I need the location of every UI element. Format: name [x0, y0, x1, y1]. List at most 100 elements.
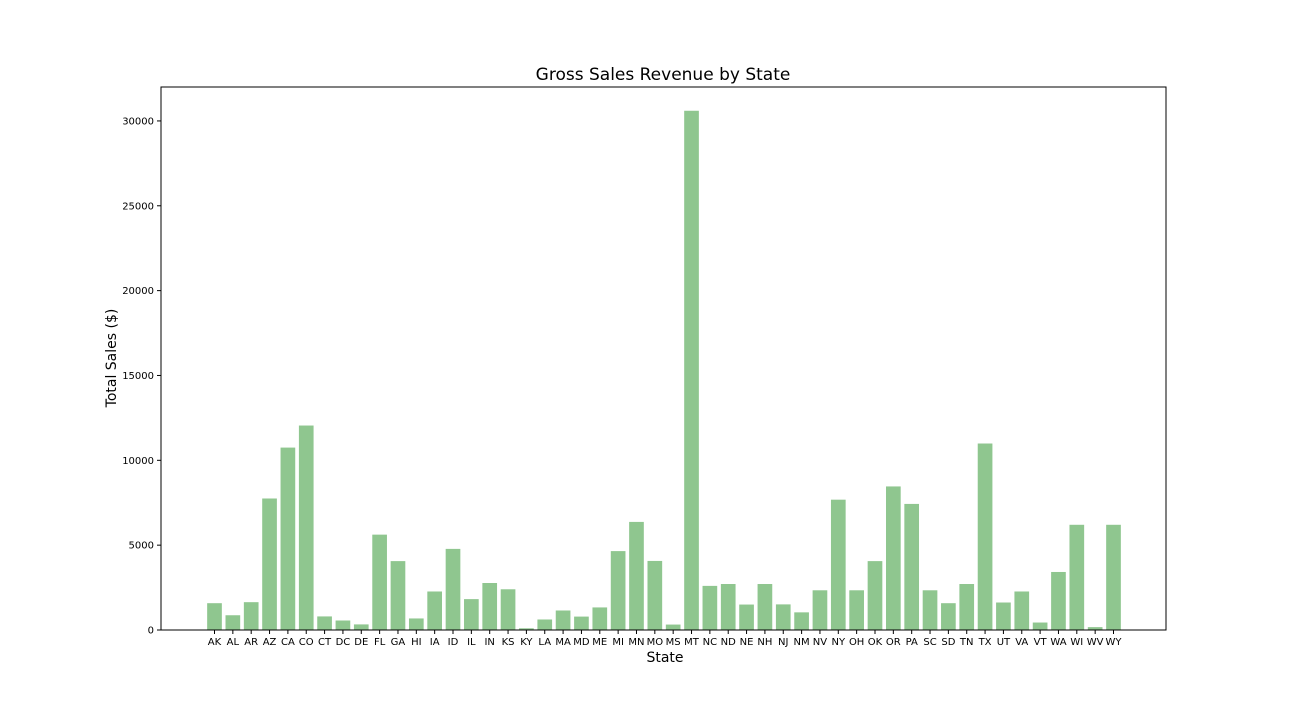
x-tick-label: WY [1106, 637, 1123, 648]
x-tick-label: DC [336, 637, 351, 648]
x-tick-label: KY [520, 637, 533, 648]
bar-or [886, 486, 901, 630]
bar-nv [812, 590, 828, 630]
x-tick-label: DE [354, 637, 368, 648]
x-tick-label: IN [484, 637, 494, 648]
bar-me [592, 607, 608, 630]
x-tick-label: CT [318, 637, 332, 648]
x-tick-label: IA [430, 637, 440, 648]
x-tick-label: MO [647, 637, 664, 648]
bar-ks [500, 589, 516, 630]
bar-nj [775, 604, 791, 630]
y-tick-label: 0 [148, 626, 154, 637]
bar-sc [922, 590, 938, 630]
bar-ma [555, 610, 571, 630]
bar-id [445, 548, 461, 630]
x-tick-label: ME [592, 637, 607, 648]
x-tick-label: AK [208, 637, 222, 648]
bar-ca [280, 447, 296, 630]
bar-al [225, 615, 241, 630]
bar-mo [647, 560, 663, 630]
bar-co [298, 425, 314, 630]
x-tick-label: IL [467, 637, 476, 648]
bar-hi [408, 618, 424, 630]
x-tick-label: SD [941, 637, 955, 648]
bar-la [537, 619, 553, 630]
bar-de [353, 624, 369, 630]
bar-ga [390, 561, 406, 630]
y-tick-label: 15000 [122, 371, 154, 382]
bar-dc [335, 620, 351, 630]
x-axis-ticks: AK AL AR AZ CA CO CT DC DE FL GA HI IA ID IL IN KS KY LA MA… [208, 630, 1123, 648]
x-tick-label: NM [794, 637, 810, 648]
bar-il [464, 599, 479, 630]
bar-ky [519, 628, 534, 630]
x-tick-label: NJ [778, 637, 788, 648]
x-tick-label: UT [997, 637, 1011, 648]
bar-wv [1087, 627, 1103, 630]
bar-ar [243, 602, 259, 630]
x-tick-label: TN [959, 637, 974, 648]
x-tick-label: KS [502, 637, 515, 648]
bars [207, 110, 1121, 630]
x-axis-label: State [646, 650, 683, 666]
x-tick-label: MI [612, 637, 624, 648]
x-tick-label: GA [391, 637, 406, 648]
bar-nd [720, 584, 736, 630]
bar-tx [977, 443, 993, 630]
bar-wi [1069, 524, 1085, 630]
x-tick-label: TX [978, 637, 992, 648]
x-tick-label: WI [1070, 637, 1083, 648]
y-tick-label: 5000 [129, 541, 154, 552]
x-tick-label: OH [849, 637, 864, 648]
bar-wy [1106, 524, 1121, 630]
x-tick-label: PA [906, 637, 918, 648]
bar-in [482, 583, 498, 630]
x-tick-label: AR [244, 637, 258, 648]
x-tick-label: FL [374, 637, 386, 648]
bar-ut [996, 602, 1011, 630]
x-tick-label: NH [757, 637, 772, 648]
y-axis-ticks: 0 5000 10000 15000 20000 25000 30000 [122, 116, 161, 637]
bar-va [1014, 591, 1030, 630]
bar-ct [317, 616, 332, 630]
x-tick-label: VA [1015, 637, 1028, 648]
x-tick-label: MA [555, 637, 571, 648]
bar-vt [1032, 622, 1048, 630]
y-tick-label: 10000 [122, 456, 154, 467]
bar-wa [1051, 571, 1066, 630]
bar-oh [849, 590, 864, 630]
bar-ne [739, 604, 754, 630]
x-tick-label: OK [868, 637, 883, 648]
x-tick-label: MS [666, 637, 681, 648]
x-tick-label: NC [703, 637, 717, 648]
x-tick-label: WV [1087, 637, 1104, 648]
bar-sd [941, 603, 956, 630]
bar-ak [207, 603, 222, 630]
bar-nh [757, 584, 773, 630]
x-tick-label: WA [1050, 637, 1066, 648]
x-tick-label: AZ [263, 637, 277, 648]
bar-ms [665, 624, 681, 630]
bar-ok [867, 561, 883, 630]
x-tick-label: MN [628, 637, 644, 648]
x-tick-label: NV [813, 637, 827, 648]
x-tick-label: SC [923, 637, 936, 648]
bar-az [262, 498, 277, 630]
chart-title: Gross Sales Revenue by State [536, 65, 791, 85]
bar-mn [629, 521, 644, 630]
x-tick-label: OR [886, 637, 901, 648]
x-tick-label: LA [538, 637, 551, 648]
x-tick-label: CA [281, 637, 295, 648]
bar-mi [610, 551, 626, 630]
x-tick-label: VT [1034, 637, 1048, 648]
x-tick-label: AL [227, 637, 240, 648]
bar-ia [427, 591, 442, 630]
x-tick-label: ID [448, 637, 459, 648]
bar-nc [702, 585, 718, 630]
bar-mt [684, 110, 699, 630]
plot-frame [160, 86, 1167, 631]
x-tick-label: CO [299, 637, 314, 648]
bar-tn [959, 584, 975, 630]
